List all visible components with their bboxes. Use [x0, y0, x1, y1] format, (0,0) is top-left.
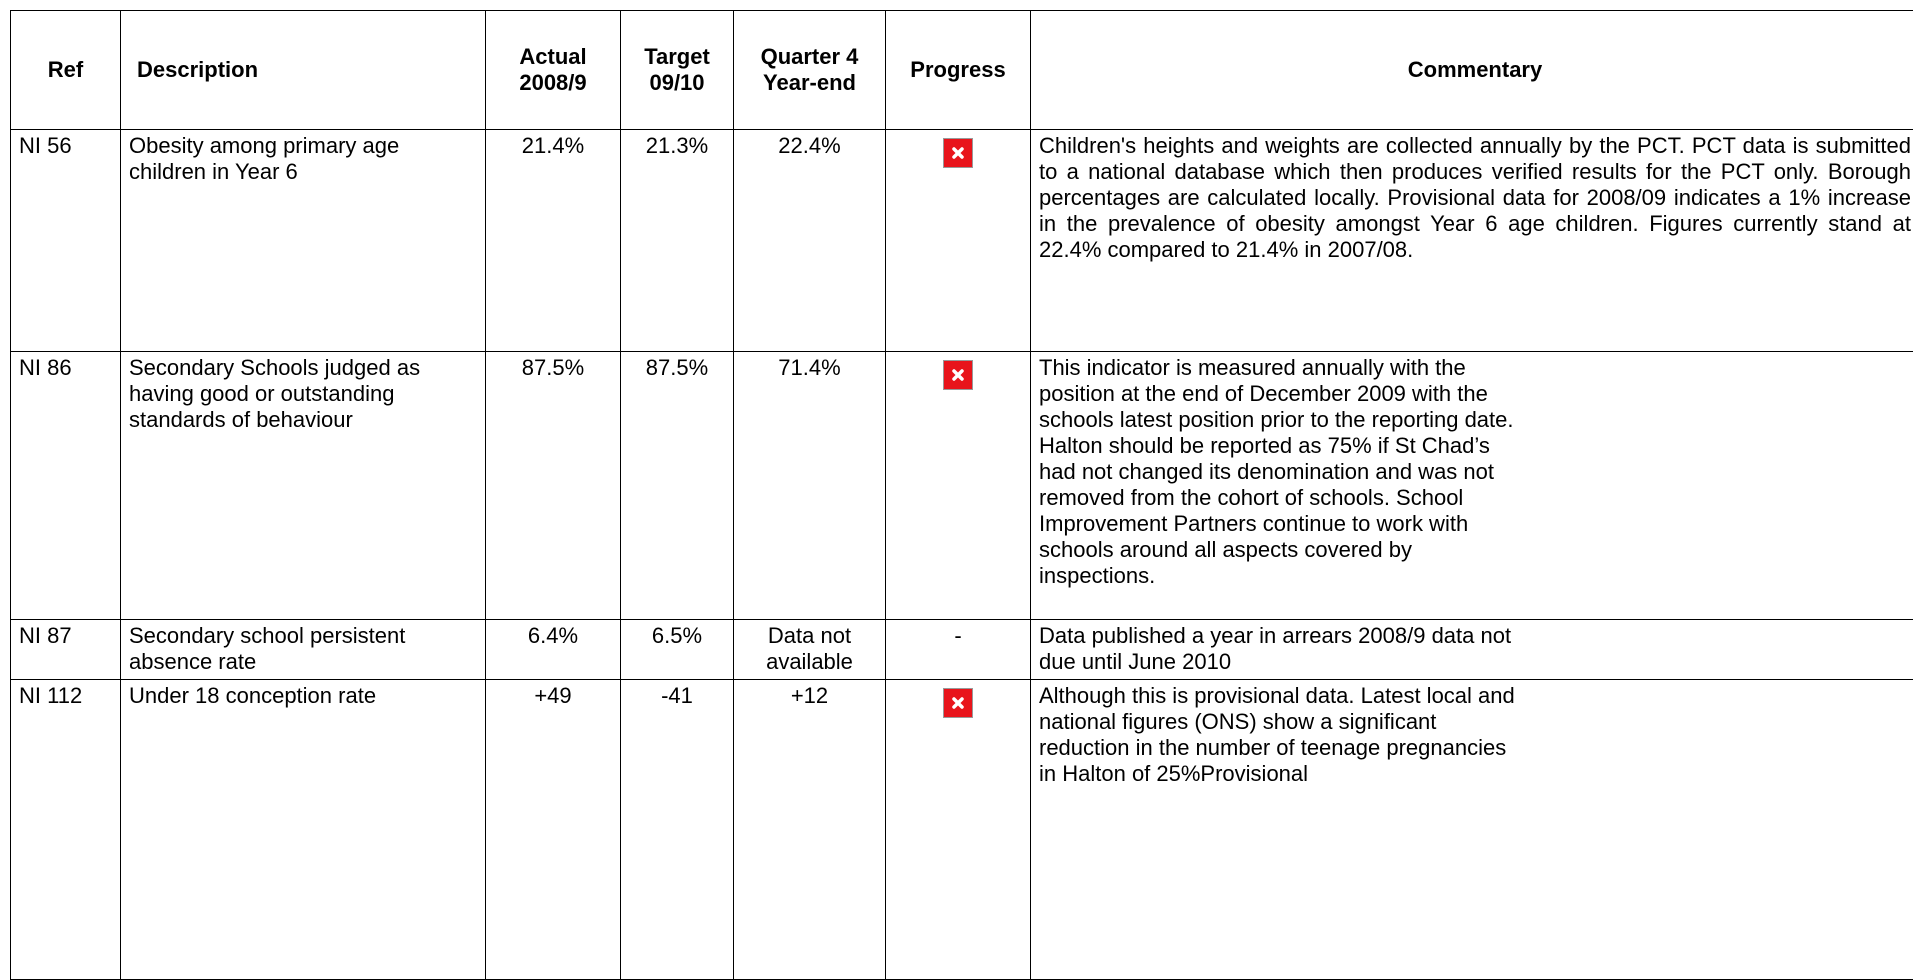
target-cell: 6.5% — [621, 620, 734, 680]
description-cell: Under 18 conception rate — [121, 680, 486, 980]
actual-cell: 21.4% — [486, 130, 621, 352]
header-cell: Ref — [11, 11, 121, 130]
progress-red-cross-icon — [943, 138, 973, 168]
quarter4-cell: 71.4% — [734, 352, 886, 620]
header-cell: Target 09/10 — [621, 11, 734, 130]
progress-cell — [886, 130, 1031, 352]
quarter4-cell: Data not available — [734, 620, 886, 680]
description-cell: Secondary school persistent absence rate — [121, 620, 486, 680]
progress-red-cross-icon — [943, 688, 973, 718]
description-cell: Secondary Schools judged as having good … — [121, 352, 486, 620]
header-cell: Description — [121, 11, 486, 130]
quarter4-cell: +12 — [734, 680, 886, 980]
ref-cell: NI 112 — [11, 680, 121, 980]
ref-cell: NI 86 — [11, 352, 121, 620]
cross — [944, 139, 972, 167]
progress-cell — [886, 680, 1031, 980]
commentary-cell: Although this is provisional data. Lates… — [1031, 680, 1913, 980]
header-cell: Quarter 4 Year-end — [734, 11, 886, 130]
ref-cell: NI 87 — [11, 620, 121, 680]
target-cell: -41 — [621, 680, 734, 980]
actual-cell: 87.5% — [486, 352, 621, 620]
actual-cell: +49 — [486, 680, 621, 980]
description-cell: Obesity among primary age children in Ye… — [121, 130, 486, 352]
header-cell: Progress — [886, 11, 1031, 130]
actual-cell: 6.4% — [486, 620, 621, 680]
commentary-cell: Children's heights and weights are colle… — [1031, 130, 1913, 352]
cross — [944, 689, 972, 717]
progress-cell — [886, 352, 1031, 620]
header-cell: Commentary — [1031, 11, 1913, 130]
commentary-cell: This indicator is measured annually with… — [1031, 352, 1913, 620]
cross — [944, 361, 972, 389]
progress-cell: - — [886, 620, 1031, 680]
progress-red-cross-icon — [943, 360, 973, 390]
target-cell: 21.3% — [621, 130, 734, 352]
quarter4-cell: 22.4% — [734, 130, 886, 352]
header-cell: Actual 2008/9 — [486, 11, 621, 130]
ref-cell: NI 56 — [11, 130, 121, 352]
commentary-cell: Data published a year in arrears 2008/9 … — [1031, 620, 1913, 680]
target-cell: 87.5% — [621, 352, 734, 620]
